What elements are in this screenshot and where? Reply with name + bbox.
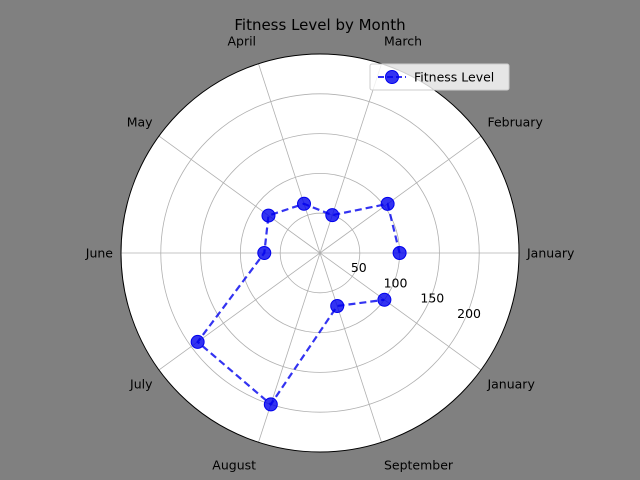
theta-tick-label: January [486, 377, 535, 392]
grid-spoke [319, 252, 382, 443]
grid-spoke [258, 63, 321, 254]
legend-box [369, 63, 510, 91]
theta-tick-label: August [212, 458, 256, 473]
theta-tick-label: July [129, 377, 153, 392]
radial-tick-label: 100 [384, 275, 408, 290]
theta-tick-labels: January February March April May June July Augu… [85, 33, 575, 472]
data-point [330, 298, 345, 313]
theta-tick-label: May [127, 114, 153, 129]
grid-spoke [158, 252, 321, 371]
theta-tick-label: April [227, 33, 256, 48]
radial-tick-label: 150 [420, 291, 444, 306]
grid-ring [279, 212, 361, 294]
radial-tick-labels: 50 100 150 200 [351, 260, 481, 321]
radial-tick-label: 50 [351, 260, 367, 275]
data-point [380, 196, 395, 211]
theta-tick-label: February [487, 114, 543, 129]
grid-spoke [319, 135, 482, 254]
theta-tick-label: September [384, 458, 454, 473]
data-point [325, 208, 340, 223]
fitness-series [190, 196, 407, 412]
series-line [196, 202, 401, 407]
legend-marker [385, 70, 399, 84]
data-point [392, 246, 407, 260]
grid-spoke [319, 252, 482, 371]
data-point [257, 246, 272, 260]
theta-tick-label: March [384, 33, 422, 48]
data-point [261, 208, 276, 223]
data-point [190, 334, 205, 349]
grid-ring [200, 133, 440, 373]
grid-ring [160, 93, 480, 413]
legend-label: Fitness Level [414, 70, 494, 85]
plot-border [120, 53, 520, 453]
theta-tick-label: January [526, 246, 575, 261]
grid-spoke [158, 135, 321, 254]
data-point [297, 196, 312, 211]
theta-tick-label: June [85, 246, 114, 261]
legend: Fitness Level [369, 63, 510, 91]
chart-title: Fitness Level by Month [234, 16, 405, 34]
radial-tick-label: 200 [457, 306, 481, 321]
data-point [263, 397, 278, 412]
data-point [377, 292, 392, 307]
